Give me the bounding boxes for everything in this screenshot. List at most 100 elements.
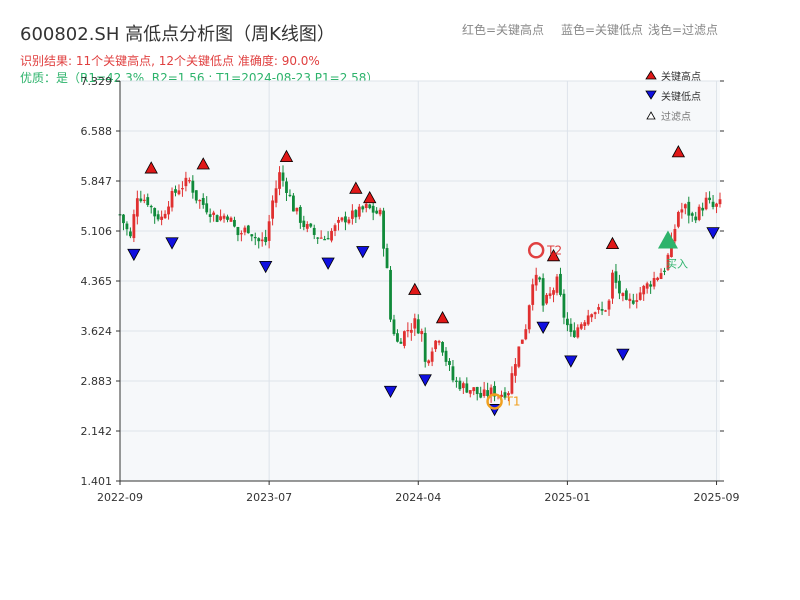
candle-body — [711, 201, 715, 207]
candle-body — [565, 318, 569, 326]
candle-body — [541, 278, 545, 306]
candle-body — [167, 206, 170, 215]
x-tick-label: 2025-09 — [694, 491, 740, 504]
candle-body — [704, 197, 708, 210]
candle-body — [177, 190, 181, 195]
legend-item-low: 关键低点 — [645, 85, 701, 105]
y-tick-label: 7.329 — [81, 75, 113, 88]
candle-body — [673, 229, 677, 242]
candle-body — [500, 394, 503, 397]
candle-body — [368, 204, 372, 209]
candle-body — [122, 214, 125, 224]
candle-body — [385, 248, 389, 269]
candle-body — [337, 219, 340, 223]
candle-body — [510, 373, 514, 394]
candle-body — [281, 172, 285, 181]
candle-body — [572, 330, 576, 338]
legend-filtered-label: 过滤点 — [661, 111, 691, 123]
candle-body — [448, 360, 451, 365]
candle-body — [652, 277, 656, 287]
candle-body — [226, 216, 229, 220]
candle-body — [239, 233, 243, 235]
candle-body — [607, 300, 611, 310]
candle-body — [694, 216, 698, 221]
candle-body — [638, 292, 642, 300]
candle-body — [132, 214, 136, 239]
y-tick-label: 6.588 — [81, 125, 113, 138]
candle-body — [246, 225, 250, 234]
key-low-marker — [706, 227, 720, 240]
candle-body — [663, 270, 666, 272]
candle-body — [666, 254, 670, 270]
candle-body — [170, 191, 174, 208]
candle-body — [538, 277, 542, 280]
candle-body — [687, 201, 691, 216]
candle-body — [323, 239, 327, 241]
candle-body — [389, 269, 392, 320]
filtered-triangle-icon — [646, 111, 656, 120]
candle-body — [139, 198, 143, 202]
key-low-marker — [564, 355, 578, 368]
key-low-marker — [321, 257, 335, 270]
t2-label: T2 — [546, 243, 562, 257]
candle-body — [524, 329, 528, 340]
y-tick-label: 5.847 — [81, 175, 113, 188]
candle-body — [631, 300, 635, 304]
y-tick-label: 5.106 — [81, 225, 113, 238]
candle-body — [187, 180, 191, 182]
key-low-marker — [536, 321, 550, 334]
candle-body — [465, 383, 469, 393]
candle-body — [330, 230, 333, 241]
key-low-marker — [258, 260, 273, 274]
candle-body — [288, 194, 292, 197]
candle-body — [614, 271, 618, 283]
candle-body — [292, 195, 295, 212]
candle-body — [624, 290, 628, 300]
legend-item-high: 关键高点 — [645, 65, 701, 85]
legend-blue-note: 蓝色=关键低点 — [561, 23, 644, 37]
candle-body — [371, 205, 375, 213]
x-tick-label: 2023-07 — [246, 491, 292, 504]
candle-body — [219, 216, 222, 221]
candle-body — [153, 208, 157, 217]
key-low-marker — [356, 246, 370, 259]
candle-body — [316, 237, 320, 239]
x-tick-label: 2024-04 — [395, 491, 441, 504]
candle-body — [344, 216, 347, 223]
candle-body — [649, 284, 653, 287]
candle-body — [545, 294, 548, 304]
candle-body — [236, 226, 240, 236]
candle-body — [201, 197, 205, 205]
candle-body — [420, 331, 424, 335]
candle-body — [160, 216, 164, 220]
candle-body — [233, 219, 236, 227]
candle-body — [364, 203, 368, 209]
candle-body — [156, 214, 160, 220]
candle-body — [430, 351, 434, 362]
key-high-marker — [408, 282, 422, 295]
key-high-marker — [546, 248, 561, 262]
y-tick-label: 1.401 — [81, 475, 113, 488]
candle-body — [392, 319, 396, 335]
key-low-marker — [616, 348, 630, 361]
axes: 1.401 2.142 2.883 3.624 4.365 5.106 5.847 6.588… — [81, 75, 740, 504]
candle-body — [427, 360, 431, 364]
candle-body — [340, 217, 344, 221]
key-high-marker — [279, 149, 294, 163]
candle-body — [413, 318, 417, 329]
t1-label: T1 — [505, 394, 521, 408]
red-up-triangle-icon — [645, 70, 657, 80]
candle-body — [146, 197, 150, 206]
candles — [118, 165, 722, 403]
candle-body — [507, 393, 510, 396]
candle-body — [583, 322, 587, 326]
candle-body — [628, 298, 632, 302]
candle-body — [142, 199, 146, 201]
key-low-marker — [127, 248, 141, 262]
legend-red-note: 红色=关键高点 — [462, 23, 545, 37]
candle-body — [562, 293, 566, 318]
candle-body — [517, 346, 521, 367]
candle-body — [305, 224, 309, 229]
candle-body — [593, 312, 597, 315]
candle-body — [222, 215, 226, 219]
